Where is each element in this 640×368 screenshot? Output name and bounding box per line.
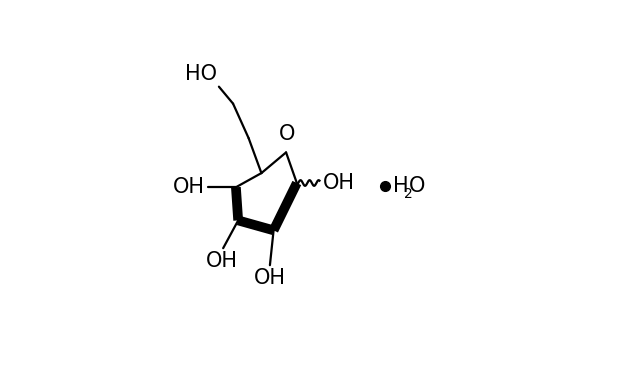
Text: 2: 2 (404, 187, 413, 201)
Text: OH: OH (323, 173, 355, 193)
Text: HO: HO (184, 64, 216, 84)
Text: H: H (393, 176, 409, 196)
Text: O: O (278, 124, 295, 145)
Text: OH: OH (173, 177, 205, 197)
Text: O: O (409, 176, 425, 196)
Text: OH: OH (205, 251, 237, 271)
Text: OH: OH (254, 268, 286, 288)
